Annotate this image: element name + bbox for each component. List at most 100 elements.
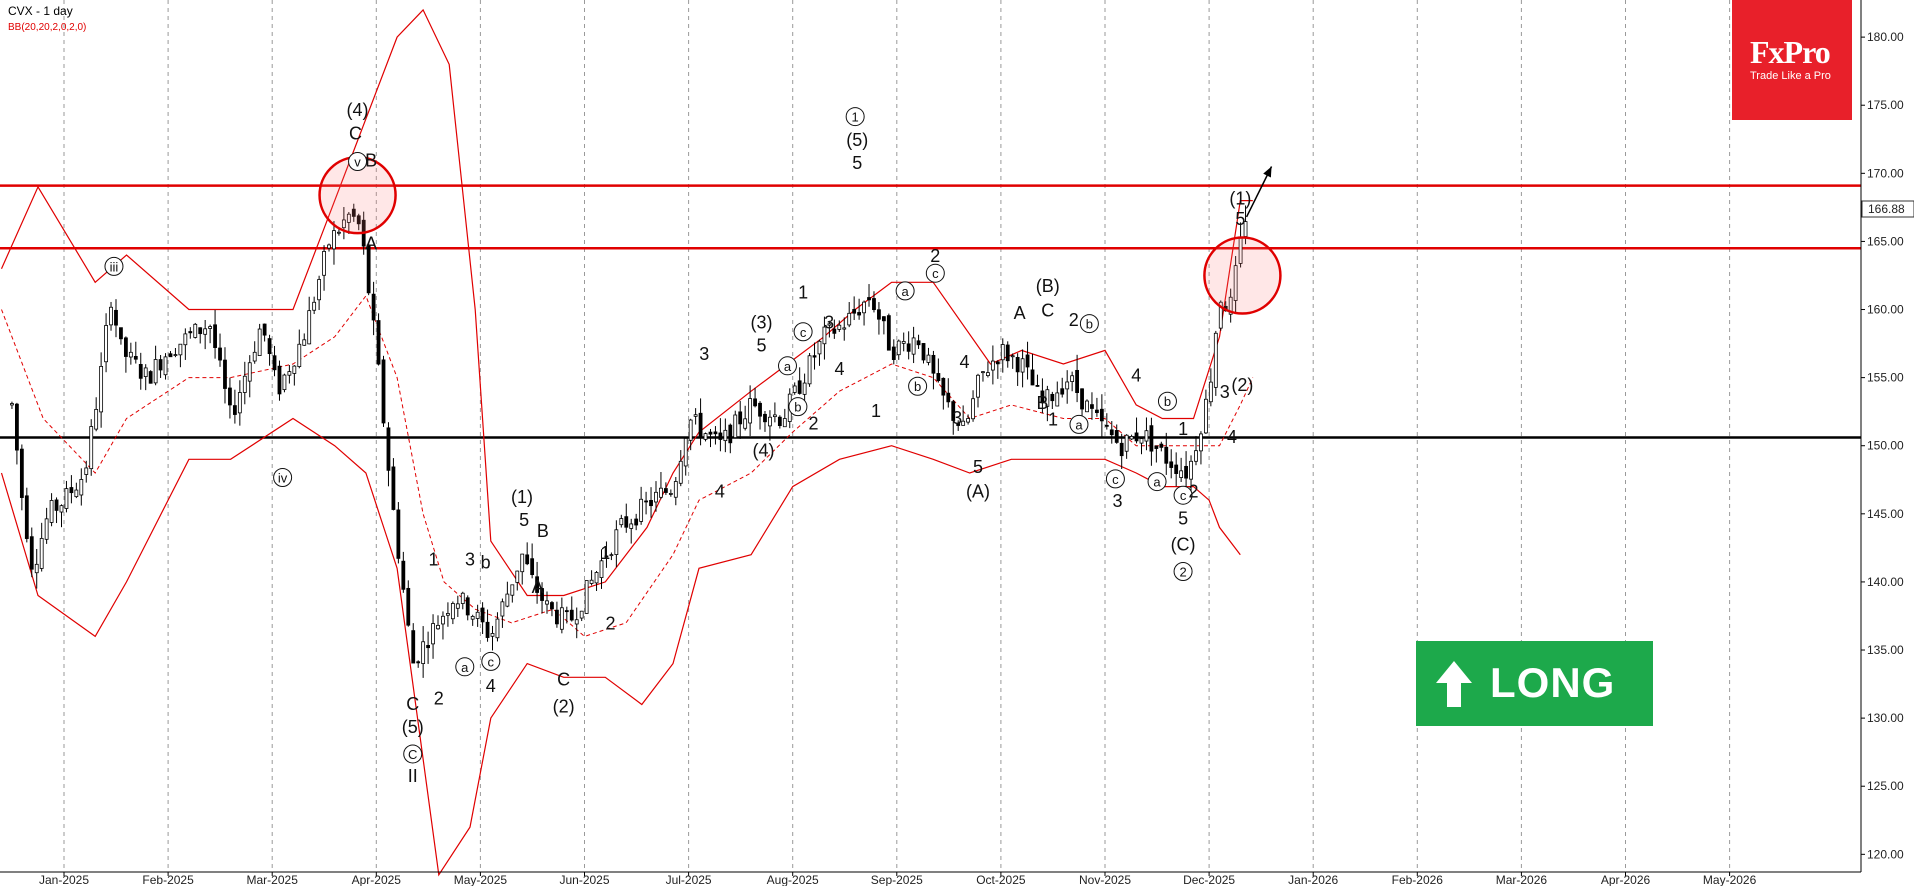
candle bbox=[441, 611, 445, 640]
candlesticks bbox=[10, 203, 1248, 678]
bollinger-bands bbox=[0, 8, 1254, 877]
candle-body bbox=[431, 623, 435, 645]
candle bbox=[946, 378, 951, 408]
wave-label-text: b bbox=[1164, 394, 1171, 409]
candle bbox=[1060, 377, 1065, 398]
candle-body bbox=[213, 324, 217, 348]
candle-body bbox=[1144, 430, 1149, 442]
candle-body bbox=[109, 306, 113, 326]
candle-body bbox=[322, 251, 326, 276]
candle-body bbox=[1085, 400, 1089, 413]
candle bbox=[123, 336, 128, 373]
y-tick-label: 140.00 bbox=[1867, 575, 1904, 589]
candle bbox=[540, 582, 544, 614]
candle-body bbox=[772, 414, 777, 418]
x-tick-label: Jan-2025 bbox=[39, 873, 89, 886]
candle bbox=[262, 323, 267, 342]
candle-body bbox=[857, 312, 862, 316]
candle-body bbox=[94, 408, 99, 430]
candle-body bbox=[812, 355, 817, 358]
candle-body bbox=[1000, 344, 1005, 361]
candle-body bbox=[1050, 393, 1055, 402]
wave-label: 1 bbox=[1048, 409, 1058, 429]
candle-body bbox=[961, 420, 966, 426]
candle-body bbox=[966, 418, 971, 423]
wave-label: (C) bbox=[1171, 535, 1196, 555]
candle bbox=[827, 320, 832, 338]
candle-body bbox=[842, 327, 847, 330]
wave-label-text: B bbox=[1037, 393, 1049, 413]
wave-label: (3) bbox=[750, 313, 772, 333]
wave-label-text: 1 bbox=[871, 401, 881, 421]
candle bbox=[673, 477, 678, 506]
candle-body bbox=[10, 403, 14, 406]
candle bbox=[1005, 341, 1010, 368]
wave-label: b bbox=[481, 552, 491, 572]
indicator-label: BB(20,20,2,0,2,0) bbox=[8, 22, 86, 33]
candle-body bbox=[872, 298, 876, 311]
candle-body bbox=[337, 231, 341, 234]
wave-label-text: (1) bbox=[1229, 189, 1251, 209]
candle bbox=[143, 364, 148, 391]
candle bbox=[763, 411, 767, 432]
wave-label-text: 2 bbox=[1179, 564, 1186, 579]
candle-body bbox=[1020, 358, 1025, 373]
candle-body bbox=[267, 338, 272, 355]
wave-label-circle bbox=[1173, 485, 1193, 505]
candle-body bbox=[837, 324, 842, 330]
logo-tagline: Trade Like a Pro bbox=[1750, 70, 1831, 82]
projection-arrow bbox=[1245, 166, 1273, 218]
candle-body bbox=[480, 607, 485, 623]
candle-body bbox=[594, 572, 599, 584]
candle bbox=[777, 415, 782, 429]
wave-label-text: 3 bbox=[699, 344, 709, 364]
candle bbox=[411, 623, 416, 664]
wave-label: (2) bbox=[1231, 375, 1253, 395]
candle-body bbox=[317, 279, 322, 301]
wave-label: C bbox=[406, 694, 419, 714]
wave-label-text: c bbox=[1180, 488, 1187, 503]
candle bbox=[317, 275, 322, 311]
x-tick-label: Apr-2025 bbox=[352, 873, 402, 886]
candle bbox=[401, 551, 406, 593]
candle bbox=[1055, 381, 1060, 407]
candle-body bbox=[540, 588, 544, 601]
candle-body bbox=[396, 509, 401, 559]
wave-label-text: C bbox=[1041, 300, 1054, 320]
wave-label: 5 bbox=[852, 153, 862, 173]
wave-label-text: a bbox=[461, 660, 469, 675]
candle-body bbox=[416, 661, 421, 664]
wave-label-circle bbox=[793, 322, 813, 342]
candle bbox=[153, 345, 158, 386]
wave-label-text: II bbox=[408, 766, 418, 786]
wave-label-text: A bbox=[532, 577, 544, 597]
candle bbox=[64, 480, 69, 513]
candle bbox=[99, 352, 104, 428]
candle bbox=[84, 460, 89, 483]
candle-body bbox=[832, 328, 837, 334]
candle bbox=[232, 389, 237, 424]
candle bbox=[1095, 397, 1099, 417]
candle-body bbox=[470, 616, 475, 620]
candle-body bbox=[366, 244, 371, 294]
x-tick-label: Apr-2026 bbox=[1601, 873, 1651, 886]
wave-label: c bbox=[481, 651, 501, 671]
highlight-circle bbox=[1203, 236, 1282, 315]
candle-body bbox=[218, 347, 222, 361]
candle bbox=[624, 503, 629, 533]
candle-body bbox=[143, 367, 148, 377]
wave-label-text: 1 bbox=[1178, 419, 1188, 439]
candle-body bbox=[237, 392, 242, 414]
wave-label-text: iv bbox=[278, 470, 288, 485]
candle bbox=[79, 468, 84, 506]
candle-body bbox=[530, 558, 535, 575]
candle-body bbox=[302, 339, 307, 346]
candle bbox=[926, 347, 931, 366]
candle-body bbox=[659, 487, 663, 498]
candle bbox=[386, 422, 391, 487]
wave-label-text: (C) bbox=[1171, 535, 1196, 555]
projection-arrowhead bbox=[1263, 166, 1272, 178]
wave-label-circle bbox=[273, 467, 293, 487]
wave-label-circle bbox=[455, 657, 475, 677]
candle-body bbox=[817, 340, 822, 355]
